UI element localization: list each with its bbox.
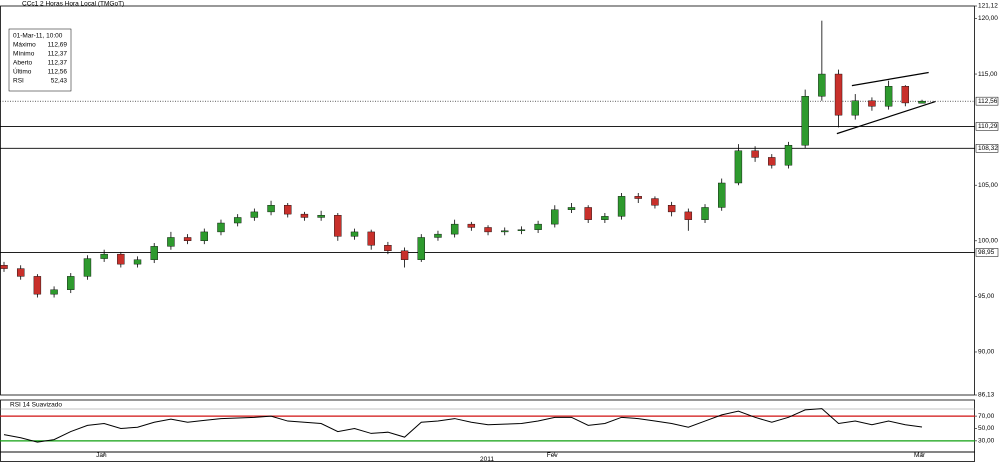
candle-body bbox=[217, 222, 225, 233]
candle-body bbox=[233, 217, 242, 224]
candle-body bbox=[884, 86, 893, 107]
y-tick-label: 95,00 bbox=[978, 293, 995, 300]
rsi-tick-label: 30,00 bbox=[978, 438, 995, 445]
candle-body bbox=[634, 196, 642, 199]
candle-body bbox=[718, 182, 726, 208]
x-group-label: 2011 bbox=[480, 456, 494, 462]
level-label: 110,29 bbox=[978, 123, 998, 130]
last-price-label: 112,56 bbox=[978, 98, 998, 105]
candle-body bbox=[384, 245, 392, 252]
x-tick-label: Jan bbox=[96, 452, 107, 459]
candle-body bbox=[167, 237, 175, 247]
y-tick-label: 100,00 bbox=[978, 238, 998, 245]
candle-body bbox=[617, 196, 626, 217]
candle-body bbox=[901, 86, 910, 104]
candle-body bbox=[834, 73, 843, 116]
info-label: Aberto bbox=[13, 60, 33, 67]
info-label: RSI bbox=[13, 78, 24, 85]
candle-body bbox=[868, 100, 876, 107]
candle-body bbox=[200, 231, 208, 242]
candle-body bbox=[534, 223, 542, 230]
info-value: 112,69 bbox=[48, 42, 68, 49]
x-tick-label: Mar bbox=[914, 452, 926, 459]
level-label-box bbox=[975, 248, 999, 257]
y-tick-label: 86,13 bbox=[978, 392, 995, 399]
candle-body bbox=[651, 198, 659, 206]
candle-body bbox=[0, 265, 8, 269]
candle-body bbox=[300, 213, 309, 218]
candle-body bbox=[551, 209, 559, 225]
info-box bbox=[8, 28, 72, 92]
candle-body bbox=[467, 223, 476, 228]
candle-body bbox=[851, 100, 859, 116]
level-label: 108,32 bbox=[978, 145, 998, 152]
candle-body bbox=[818, 73, 826, 97]
candle-body bbox=[67, 276, 75, 290]
level-label-box bbox=[975, 122, 999, 131]
candle-body bbox=[801, 96, 809, 146]
price-panel bbox=[0, 5, 975, 396]
candle-body bbox=[501, 230, 509, 233]
info-value: 52,43 bbox=[51, 78, 68, 85]
candle-body bbox=[317, 215, 325, 218]
candle-body bbox=[484, 227, 492, 233]
candle-body bbox=[667, 205, 676, 213]
candle-body bbox=[450, 223, 459, 235]
info-label: Mínimo bbox=[13, 51, 35, 58]
trendline bbox=[836, 101, 936, 135]
candle-body bbox=[250, 211, 259, 218]
rsi-line bbox=[3, 408, 923, 443]
candle-body bbox=[601, 216, 609, 220]
candle-body bbox=[918, 100, 926, 104]
candle-body bbox=[400, 250, 409, 260]
candle-body bbox=[567, 207, 576, 210]
rsi-title: RSI 14 Suavizado bbox=[10, 402, 62, 409]
rsi-tick-label: 70,00 bbox=[978, 413, 995, 420]
candle-body bbox=[100, 253, 108, 259]
candle-body bbox=[350, 231, 359, 237]
candle-body bbox=[334, 215, 342, 237]
info-value: 112,56 bbox=[48, 69, 68, 76]
y-tick-label: 115,00 bbox=[978, 71, 998, 78]
y-tick-label: 90,00 bbox=[978, 349, 995, 356]
chart-title: CCc1 2 Horas Hora Local (TMGoT) bbox=[22, 1, 124, 8]
info-label: Máximo bbox=[13, 42, 36, 49]
candle-body bbox=[768, 157, 776, 166]
candle-body bbox=[784, 144, 793, 166]
candle-body bbox=[50, 289, 58, 295]
y-tick-label: 121,12 bbox=[978, 3, 998, 10]
candle-body bbox=[150, 246, 158, 260]
candle-body bbox=[183, 237, 192, 242]
candle-body bbox=[133, 259, 142, 265]
candle-body bbox=[734, 150, 743, 184]
candle-body bbox=[284, 205, 292, 215]
candle-body bbox=[751, 150, 759, 158]
rsi-tick-label: 50,00 bbox=[978, 425, 995, 432]
candle-body bbox=[367, 231, 375, 246]
candle-body bbox=[517, 229, 526, 231]
candle-body bbox=[584, 207, 592, 220]
candle-body bbox=[417, 237, 425, 260]
y-tick-label: 105,00 bbox=[978, 182, 998, 189]
x-tick-label: Fev bbox=[547, 452, 559, 459]
candle-body bbox=[701, 207, 709, 220]
level-label-box bbox=[975, 144, 999, 153]
level-label: 98,95 bbox=[978, 249, 995, 256]
candle-body bbox=[83, 258, 92, 277]
info-label: Último bbox=[13, 67, 32, 76]
candle-body bbox=[434, 233, 442, 238]
last-price-box bbox=[975, 96, 999, 106]
info-value: 112,37 bbox=[48, 51, 68, 58]
info-date: 01-Mar-11, 10:00 bbox=[13, 33, 63, 40]
y-tick-label: 120,00 bbox=[978, 15, 998, 22]
candle-body bbox=[16, 268, 25, 277]
info-value: 112,37 bbox=[48, 60, 68, 67]
candle-body bbox=[33, 276, 42, 295]
candle-body bbox=[117, 253, 125, 265]
candle-body bbox=[267, 205, 275, 213]
candle-body bbox=[684, 211, 693, 220]
trendline bbox=[851, 71, 929, 87]
